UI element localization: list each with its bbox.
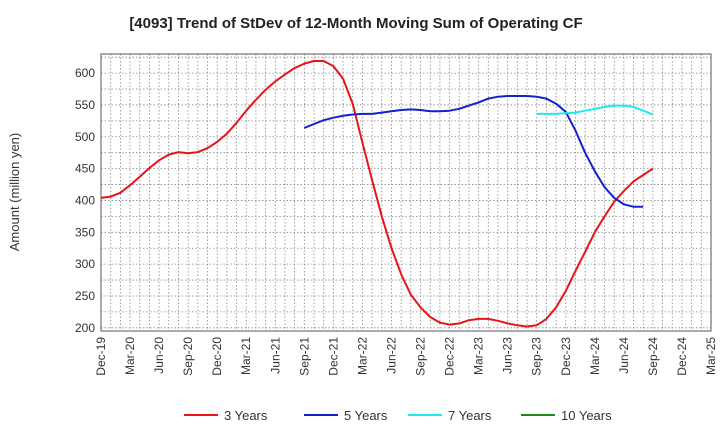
series-line-5-years [303,95,644,208]
x-tick-label: Jun-22 [384,337,398,374]
x-tick-label: Sep-22 [414,337,428,376]
x-tick-label: Mar-21 [239,337,253,375]
y-tick-label: 500 [75,130,95,144]
x-tick-label: Dec-21 [326,337,340,376]
x-tick-label: Mar-22 [355,337,369,375]
legend-label: 5 Years [344,408,388,423]
x-tick-label: Mar-25 [704,337,718,375]
y-tick-label: 300 [75,257,95,271]
series-group [100,60,654,328]
series-line-3-years [100,60,654,328]
y-axis-ticks: 200 250 300 350 400 450 500 550 600 [75,66,95,335]
series-line-7-years [536,104,654,116]
y-tick-label: 550 [75,98,95,112]
legend: 3 Years 5 Years 7 Years 10 Years [184,408,612,423]
x-tick-label: Dec-23 [559,337,573,376]
plot-frame [100,53,712,332]
x-tick-label: Jun-24 [617,337,631,374]
x-tick-label: Dec-22 [443,337,457,376]
x-tick-label: Sep-24 [646,337,660,376]
x-tick-label: Jun-21 [268,337,282,374]
y-axis-label: Amount (million yen) [7,133,22,252]
x-axis-ticks: Dec-19 Mar-20 Jun-20 Sep-20 Dec-20 Mar-21 Jun-… [94,337,718,376]
x-tick-label: Dec-19 [94,337,108,376]
y-tick-label: 350 [75,225,95,239]
legend-label: 3 Years [224,408,268,423]
grid [101,54,711,331]
x-tick-label: Dec-20 [210,337,224,376]
x-tick-label: Mar-20 [123,337,137,375]
x-tick-label: Sep-23 [530,337,544,376]
y-tick-label: 250 [75,289,95,303]
x-tick-label: Sep-20 [181,337,195,376]
y-tick-label: 400 [75,193,95,207]
legend-label: 10 Years [561,408,612,423]
x-tick-label: Mar-23 [472,337,486,375]
x-tick-label: Dec-24 [675,337,689,376]
x-tick-label: Sep-21 [297,337,311,376]
y-tick-label: 450 [75,162,95,176]
x-tick-label: Jun-20 [152,337,166,374]
legend-label: 7 Years [448,408,492,423]
x-tick-label: Jun-23 [501,337,515,374]
y-tick-label: 200 [75,321,95,335]
chart-title: [4093] Trend of StDev of 12-Month Moving… [129,15,582,32]
x-tick-label: Mar-24 [588,337,602,375]
y-tick-label: 600 [75,66,95,80]
